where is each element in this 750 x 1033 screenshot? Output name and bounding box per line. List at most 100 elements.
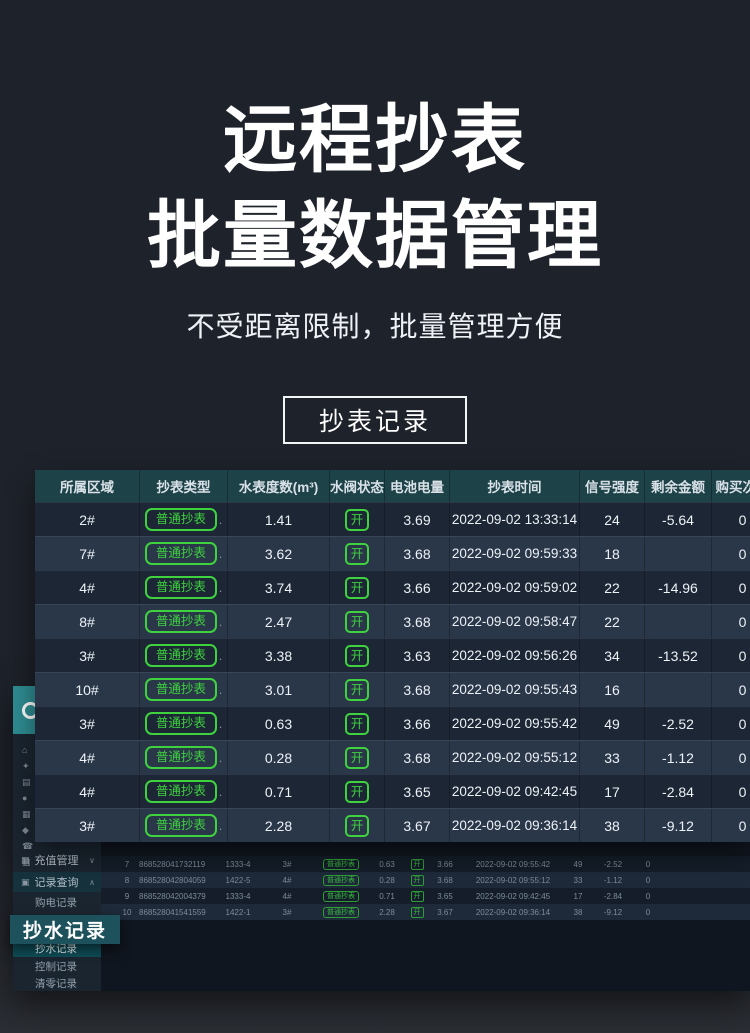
table-row[interactable]: 10# 普通抄表 . 3.01 开 3.68 2022-09-02 09:55:… [35,672,750,706]
badge-dot: . [218,512,223,527]
cell-time: 2022-09-02 09:59:33 [450,537,580,570]
cell-valve: 开 [330,707,385,740]
settings-icon[interactable]: ✦ [22,761,30,771]
mini-table-row: 10 868528041541559 1422-1 3# 普通抄表 2.28 开… [101,904,750,920]
cell-purchases: 0 [712,503,750,536]
mini-table-row: 7 868528041732119 1333-4 3# 普通抄表 0.63 开 … [101,856,750,872]
badge-dot: . [218,580,223,595]
mini-cell-time: 2022-09-02 09:36:14 [475,907,551,917]
sidebar-subitem-control-records[interactable]: 控制记录 [35,961,77,973]
monitor-icon[interactable]: ▤ [22,777,31,787]
cell-time: 2022-09-02 09:36:14 [450,809,580,842]
column-header-balance: 剩余金额 [645,470,712,502]
meter-type-badge: 普通抄表 [144,508,217,531]
cell-type: 普通抄表 . [140,605,228,638]
mini-cell-type: 普通抄表 [313,890,369,902]
cell-balance: -1.12 [645,741,712,774]
sidebar-subitem-purchase-records[interactable]: 购电记录 [35,897,77,909]
mini-cell-address: 1422-1 [225,907,251,917]
sidebar-item-records[interactable]: ▣ 记录查询 ∧ [13,872,101,892]
mini-cell-balance: -2.52 [603,859,623,869]
mini-meter-type-badge: 普通抄表 [323,858,359,870]
cell-purchases: 0 [712,537,750,570]
cell-battery: 3.68 [385,741,450,774]
badge-dot: . [218,648,223,663]
cell-area: 2# [35,503,140,536]
table-row[interactable]: 7# 普通抄表 . 3.62 开 3.68 2022-09-02 09:59:3… [35,536,750,570]
mini-cell-purchases: 0 [645,875,651,885]
chevron-up-icon[interactable]: ∧ [89,877,95,887]
cell-signal: 17 [580,775,645,808]
badge-dot: . [218,682,223,697]
cell-battery: 3.67 [385,809,450,842]
cell-type: 普通抄表 . [140,537,228,570]
table-row[interactable]: 8# 普通抄表 . 2.47 开 3.68 2022-09-02 09:58:4… [35,604,750,638]
cell-reading: 2.47 [228,605,330,638]
mini-cell-valve: 开 [405,890,429,902]
chevron-down-icon[interactable]: ∨ [89,855,95,865]
cell-valve: 开 [330,605,385,638]
mini-cell-index: 7 [124,859,130,869]
cell-area: 7# [35,537,140,570]
cell-valve: 开 [330,673,385,706]
cell-battery: 3.65 [385,775,450,808]
cell-purchases: 0 [712,707,750,740]
cell-reading: 0.63 [228,707,330,740]
table-row[interactable]: 4# 普通抄表 . 0.28 开 3.68 2022-09-02 09:55:1… [35,740,750,774]
user-icon[interactable]: ● [22,793,28,803]
badge-dot: . [218,750,223,765]
mini-cell-time: 2022-09-02 09:42:45 [475,891,551,901]
column-header-type: 抄表类型 [140,470,228,502]
table-row[interactable]: 4# 普通抄表 . 0.71 开 3.65 2022-09-02 09:42:4… [35,774,750,808]
cell-area: 10# [35,673,140,706]
cell-type: 普通抄表 . [140,741,228,774]
map-icon[interactable]: ▥ [22,857,31,867]
badge-dot: . [218,716,223,731]
cell-valve: 开 [330,639,385,672]
cell-time: 2022-09-02 09:55:43 [450,673,580,706]
sidebar-item-recharge[interactable]: ▦ 充值管理 ∨ [13,850,101,870]
meter-table-header: 所属区域 抄表类型 水表度数(m³) 水阀状态 电池电量 抄表时间 信号强度 剩… [35,470,750,502]
cell-type: 普通抄表 . [140,571,228,604]
records-icon: ▣ [21,876,30,887]
cell-area: 4# [35,775,140,808]
cell-reading: 0.28 [228,741,330,774]
mini-cell-battery: 3.67 [437,907,453,917]
table-row[interactable]: 3# 普通抄表 . 3.38 开 3.63 2022-09-02 09:56:2… [35,638,750,672]
table-row[interactable]: 4# 普通抄表 . 3.74 开 3.66 2022-09-02 09:59:0… [35,570,750,604]
table-row[interactable]: 3# 普通抄表 . 2.28 开 3.67 2022-09-02 09:36:1… [35,808,750,842]
water-drop-icon[interactable]: ◆ [22,825,29,835]
cell-purchases: 0 [712,775,750,808]
sidebar-nav-icons: ⌂ ✦ ▤ ● ▦ ◆ ☎ ▥ [13,734,101,870]
cell-purchases: 0 [712,571,750,604]
mini-valve-open-badge: 开 [410,890,424,902]
document-icon[interactable]: ▦ [22,809,31,819]
mini-cell-area: 4# [282,875,292,885]
home-icon[interactable]: ⌂ [22,745,28,755]
cell-type: 普通抄表 . [140,775,228,808]
cell-time: 2022-09-02 09:42:45 [450,775,580,808]
cell-area: 4# [35,571,140,604]
cell-time: 2022-09-02 09:58:47 [450,605,580,638]
mini-cell-valve: 开 [405,874,429,886]
sidebar-subitem-reset-records[interactable]: 清零记录 [35,978,77,990]
mini-cell-imei: 868528042804059 [139,875,206,885]
valve-open-badge: 开 [345,814,369,837]
mini-cell-signal: 49 [573,859,583,869]
sidebar-subitem-water-reading-records-selected[interactable]: 抄水记录 [13,941,101,957]
cell-balance: -5.64 [645,503,712,536]
cell-valve: 开 [330,571,385,604]
cell-type: 普通抄表 . [140,809,228,842]
table-row[interactable]: 3# 普通抄表 . 0.63 开 3.66 2022-09-02 09:55:4… [35,706,750,740]
page-subtitle: 不受距离限制，批量管理方便 [186,311,564,342]
page-title-line1: 远程抄表 [223,98,527,181]
column-header-valve: 水阀状态 [330,470,385,502]
cell-reading: 3.38 [228,639,330,672]
phone-icon[interactable]: ☎ [22,841,34,851]
mini-cell-reading: 0.28 [379,875,395,885]
table-row[interactable]: 2# 普通抄表 . 1.41 开 3.69 2022-09-02 13:33:1… [35,502,750,536]
mini-cell-type: 普通抄表 [313,906,369,918]
mini-cell-valve: 开 [405,906,429,918]
mini-cell-address: 1333-4 [225,859,251,869]
